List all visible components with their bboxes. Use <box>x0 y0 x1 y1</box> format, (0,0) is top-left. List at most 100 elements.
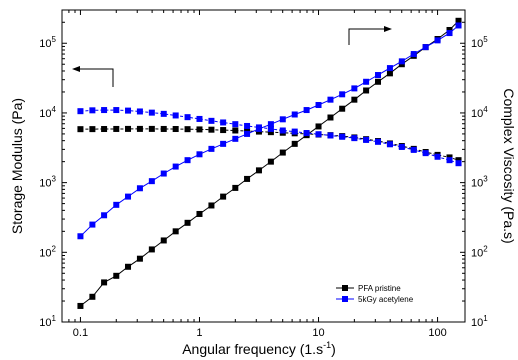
y-tick-exp: 4 <box>483 105 488 114</box>
y-tick-exp: 5 <box>52 35 57 44</box>
y-tick-exp: 1 <box>483 314 488 323</box>
data-point <box>172 126 179 133</box>
data-point <box>455 157 462 164</box>
data-point <box>446 30 453 37</box>
data-point <box>101 279 108 286</box>
data-point <box>244 175 251 182</box>
y-tick-exp: 2 <box>483 244 488 253</box>
data-point <box>125 263 132 270</box>
data-point <box>136 108 143 115</box>
data-point <box>148 125 155 132</box>
data-point <box>125 107 132 114</box>
data-point <box>363 78 370 85</box>
data-point <box>101 212 108 219</box>
plot-border <box>61 9 466 323</box>
y-tick-exp: 2 <box>52 244 57 253</box>
data-point <box>339 105 346 112</box>
legend-box <box>335 282 429 314</box>
y-tick-base: 10 <box>471 247 483 259</box>
data-point <box>327 132 334 139</box>
data-point <box>208 202 215 209</box>
data-point <box>303 107 310 114</box>
data-point <box>291 111 298 118</box>
y-tick-label-right: 102 <box>471 244 488 259</box>
y-tick-base: 10 <box>39 247 51 259</box>
data-point <box>315 131 322 138</box>
data-point <box>160 110 167 117</box>
data-point <box>148 109 155 116</box>
data-point <box>136 185 143 192</box>
data-point <box>196 126 203 133</box>
data-point <box>303 130 310 137</box>
data-point <box>172 112 179 119</box>
left-axis-arrow-line <box>76 68 114 87</box>
data-point <box>160 237 167 244</box>
y-axis-title-right: Complex Viscosity (Pa.s) <box>501 88 517 243</box>
y-tick-label-right: 105 <box>471 35 488 50</box>
data-point <box>267 121 274 128</box>
data-point <box>351 96 358 103</box>
right-axis-arrow-line <box>348 28 388 45</box>
data-point <box>89 126 96 133</box>
data-point <box>386 65 393 72</box>
y-tick-label-right: 103 <box>471 175 488 190</box>
data-point <box>327 114 334 121</box>
data-point <box>279 116 286 123</box>
data-point <box>220 127 227 134</box>
data-point <box>398 58 405 65</box>
right-axis-arrow-head <box>384 26 392 32</box>
data-point <box>291 140 298 147</box>
y-tick-exp: 3 <box>483 175 488 184</box>
data-point <box>101 107 108 114</box>
data-point <box>455 17 462 24</box>
y-tick-base: 10 <box>39 178 51 190</box>
data-point <box>455 160 462 167</box>
data-point <box>220 119 227 126</box>
data-point <box>375 78 382 85</box>
plot-frame <box>61 9 466 323</box>
arrows <box>72 26 392 87</box>
x-axis-title-sup: -1 <box>323 340 331 350</box>
y-tick-exp: 5 <box>483 35 488 44</box>
data-point <box>339 91 346 98</box>
y-axis-title-left: Storage Modulus (Pa) <box>9 98 25 234</box>
data-point <box>291 128 298 135</box>
data-point <box>125 193 132 200</box>
y-tick-exp: 1 <box>52 314 57 323</box>
data-point <box>410 146 417 153</box>
data-point <box>208 126 215 133</box>
series-line-1-complex_viscosity <box>80 109 459 164</box>
data-point <box>232 127 239 134</box>
x-tick-label: 1 <box>196 327 202 339</box>
data-point <box>196 210 203 217</box>
x-tick-label: 0.1 <box>73 327 88 339</box>
y-tick-exp: 3 <box>52 175 57 184</box>
y-tick-base: 10 <box>471 108 483 120</box>
data-point <box>279 149 286 156</box>
x-axis-title-end: ) <box>331 341 336 357</box>
data-point <box>136 255 143 262</box>
data-point <box>160 170 167 177</box>
x-axis-title: Angular frequency (1.s-1) <box>182 340 336 357</box>
data-point <box>422 150 429 157</box>
data-point <box>232 135 239 142</box>
y-tick-base: 10 <box>471 178 483 190</box>
data-point <box>244 130 251 137</box>
data-point <box>113 125 120 132</box>
data-point <box>160 125 167 132</box>
data-point <box>125 125 132 132</box>
y-tick-label-left: 101 <box>39 314 56 329</box>
data-point <box>434 153 441 160</box>
data-point <box>375 138 382 145</box>
data-point <box>89 293 96 300</box>
legend: PFA pristine 5kGy acetylene <box>335 282 429 314</box>
data-point <box>148 178 155 185</box>
data-point <box>220 140 227 147</box>
data-point <box>386 141 393 148</box>
data-point <box>208 117 215 124</box>
data-point <box>386 70 393 77</box>
data-point <box>410 51 417 58</box>
y-tick-base: 10 <box>39 108 51 120</box>
data-point <box>434 37 441 44</box>
data-point <box>327 96 334 103</box>
